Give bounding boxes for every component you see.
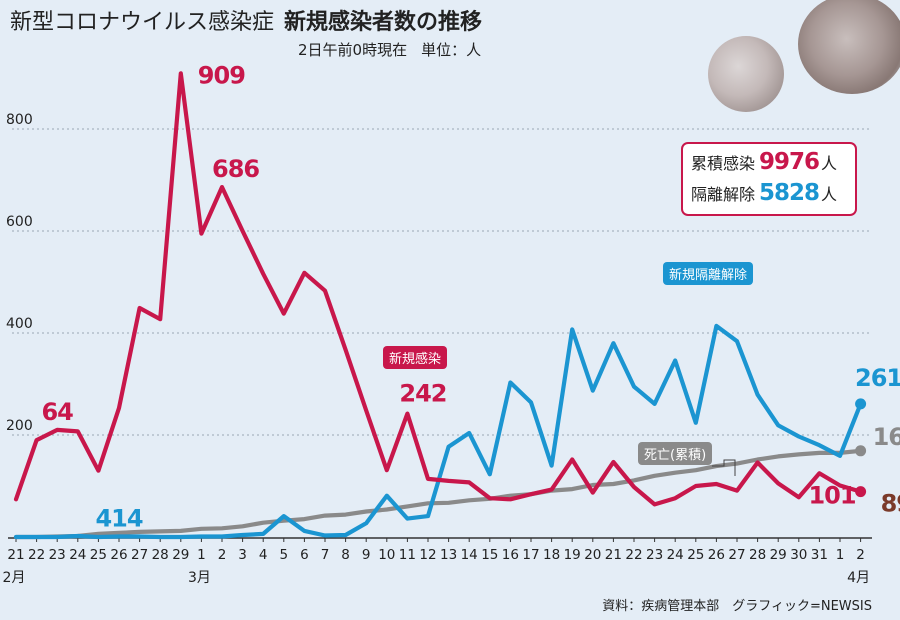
data-label: 101	[808, 481, 855, 509]
x-tick-label: 25	[90, 547, 107, 563]
x-tick-label: 1	[197, 547, 206, 563]
data-label: 414	[95, 504, 142, 532]
x-tick-label: 8	[341, 547, 350, 563]
confirmed-total-row: 累積感染 9976 人	[691, 149, 855, 180]
y-tick-label: 400	[6, 316, 33, 332]
x-tick-label: 13	[440, 547, 457, 563]
x-tick-label: 16	[502, 547, 519, 563]
x-tick-label: 17	[522, 547, 539, 563]
data-label: 686	[212, 155, 259, 183]
confirmed-total-value: 9976	[759, 149, 820, 175]
deaths-endpoint	[855, 445, 867, 457]
x-tick-label: 29	[770, 547, 787, 563]
x-tick-label: 20	[584, 547, 601, 563]
x-tick-label: 27	[131, 547, 148, 563]
x-tick-label: 5	[280, 547, 289, 563]
x-tick-label: 3	[238, 547, 247, 563]
data-label: 169	[873, 423, 900, 451]
month-label: 4月	[847, 570, 870, 586]
data-label: 909	[198, 61, 245, 89]
x-tick-label: 2	[218, 547, 227, 563]
totals-box: 累積感染 9976 人 隔離解除 5828 人	[681, 142, 857, 216]
month-label: 2月	[3, 570, 26, 586]
data-label: 64	[41, 398, 73, 426]
x-tick-label: 2	[856, 547, 865, 563]
x-tick-label: 22	[28, 547, 45, 563]
as-of-date: 2日午前0時現在	[298, 41, 408, 59]
data-label: 89	[881, 490, 900, 518]
x-tick-label: 10	[378, 547, 395, 563]
new-cases-line	[13, 71, 863, 507]
x-tick-label: 4	[259, 547, 268, 563]
virus-image	[708, 36, 784, 112]
released-total-label: 隔離解除	[691, 185, 756, 204]
y-tick-label: 200	[6, 418, 33, 434]
new-cases-endpoint	[855, 486, 867, 498]
unit-label: 単位：人	[421, 41, 482, 59]
x-tick-label: 24	[69, 547, 86, 563]
x-tick-label: 15	[481, 547, 498, 563]
released-total-value: 5828	[759, 180, 820, 206]
x-tick-label: 6	[300, 547, 309, 563]
released-total-row: 隔離解除 5828 人	[691, 180, 855, 211]
x-tick-label: 21	[605, 547, 622, 563]
confirmed-total-unit: 人	[821, 154, 838, 173]
chart-subtitle: 2日午前0時現在 単位：人	[298, 39, 495, 60]
x-tick-label: 25	[687, 547, 704, 563]
x-tick-label: 18	[543, 547, 560, 563]
x-tick-label: 26	[110, 547, 127, 563]
deaths-tag: 死亡(累積)	[638, 442, 713, 465]
x-tick-label: 29	[172, 547, 189, 563]
title-bold: 新規感染者数の推移	[284, 10, 483, 35]
y-tick-label: 600	[6, 214, 33, 230]
x-tick-label: 12	[419, 547, 436, 563]
x-tick-label: 27	[728, 547, 745, 563]
x-tick-label: 9	[362, 547, 371, 563]
x-tick-label: 14	[461, 547, 478, 563]
x-tick-label: 31	[811, 547, 828, 563]
x-tick-label: 19	[564, 547, 581, 563]
chart-title: 新型コロナウイルス感染症 新規感染者数の推移	[10, 4, 482, 36]
x-tick-label: 1	[836, 547, 845, 563]
x-tick-label: 30	[790, 547, 807, 563]
x-tick-label: 28	[749, 547, 766, 563]
virus-image	[798, 0, 900, 94]
confirmed-total-label: 累積感染	[691, 154, 756, 173]
new-released-tag: 新規隔離解除	[663, 262, 754, 285]
source-credit: 資料：疾病管理本部 グラフィック=NEWSIS	[602, 599, 872, 614]
released-total-unit: 人	[821, 185, 838, 204]
month-label: 3月	[188, 570, 211, 586]
x-tick-label: 7	[321, 547, 330, 563]
released-endpoint	[855, 398, 867, 410]
y-tick-label: 800	[6, 112, 33, 128]
x-tick-label: 22	[625, 547, 642, 563]
title-main: 新型コロナウイルス感染症	[10, 10, 275, 35]
x-tick-label: 21	[7, 547, 24, 563]
data-label: 261	[855, 364, 900, 392]
x-tick-label: 28	[152, 547, 169, 563]
x-tick-label: 24	[667, 547, 684, 563]
x-tick-label: 23	[646, 547, 663, 563]
deaths-tag-leader	[712, 459, 736, 476]
deaths-line	[13, 448, 863, 540]
x-tick-label: 11	[399, 547, 416, 563]
x-tick-label: 23	[49, 547, 66, 563]
new-cases-tag: 新規感染	[383, 346, 448, 369]
data-label: 242	[399, 380, 446, 408]
x-tick-label: 26	[708, 547, 725, 563]
